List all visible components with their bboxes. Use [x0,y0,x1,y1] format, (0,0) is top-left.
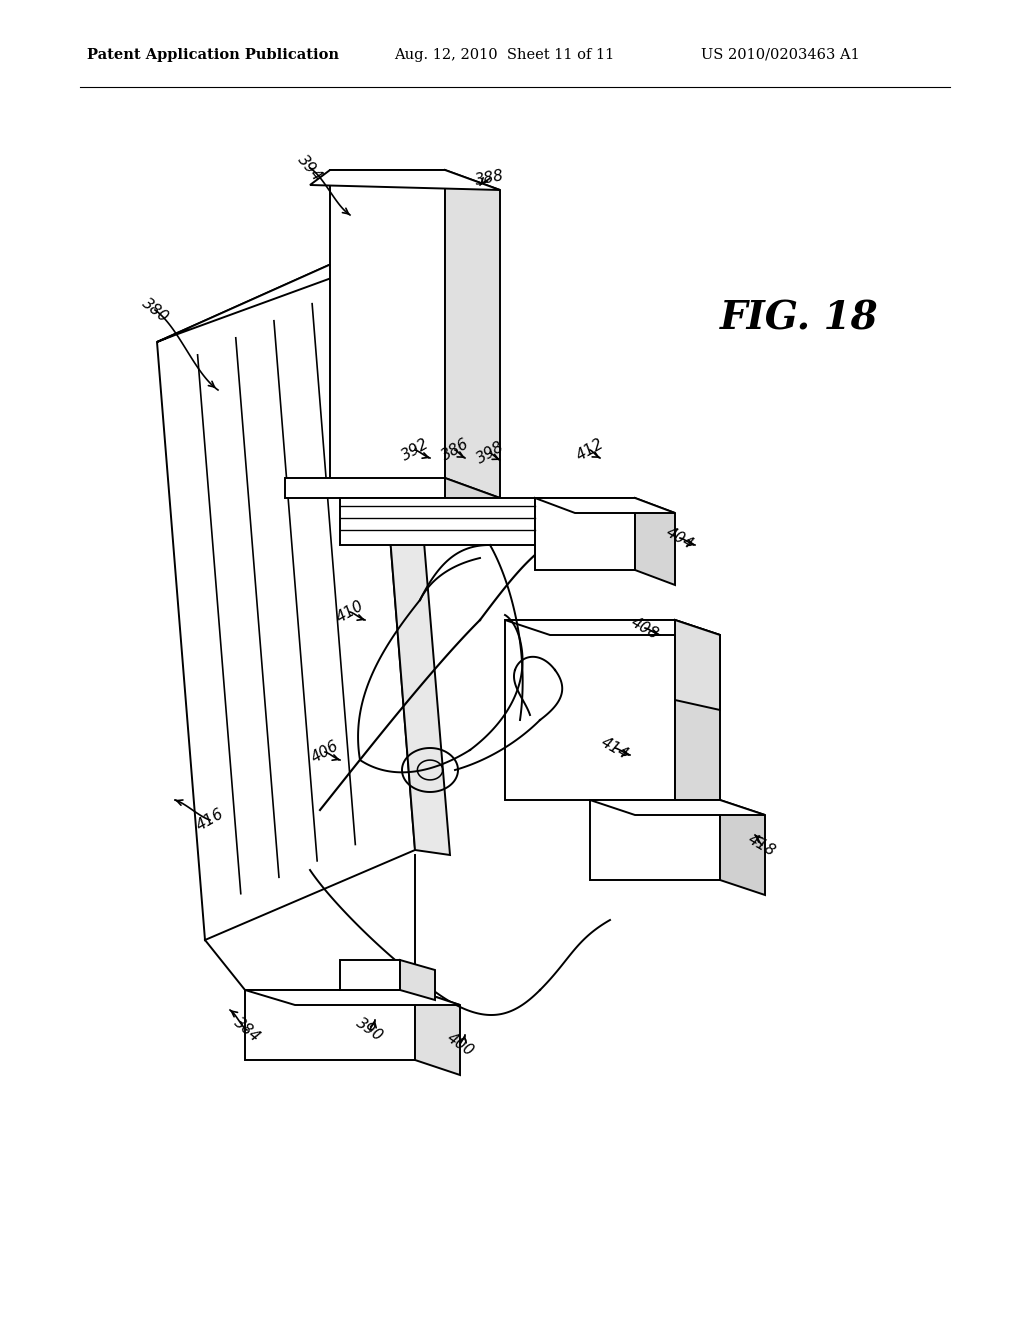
Polygon shape [505,620,720,635]
Polygon shape [720,800,765,895]
Text: 386: 386 [438,436,471,463]
Polygon shape [340,498,535,545]
Text: 414: 414 [599,734,632,762]
Text: FIG. 18: FIG. 18 [720,300,879,338]
Text: 398: 398 [473,440,507,467]
Text: Aug. 12, 2010  Sheet 11 of 11: Aug. 12, 2010 Sheet 11 of 11 [394,48,614,62]
Polygon shape [157,248,400,342]
Polygon shape [675,620,720,710]
Polygon shape [415,990,460,1074]
Polygon shape [445,170,500,500]
Text: 404: 404 [664,524,696,552]
Polygon shape [445,478,500,520]
Polygon shape [285,478,500,498]
Text: 410: 410 [334,598,367,626]
Polygon shape [340,960,400,990]
Text: 388: 388 [474,168,506,187]
Text: 408: 408 [629,614,662,642]
Text: 392: 392 [398,436,431,463]
Polygon shape [367,248,450,855]
Text: US 2010/0203463 A1: US 2010/0203463 A1 [701,48,860,62]
Text: 406: 406 [308,738,341,766]
Polygon shape [505,620,675,800]
Polygon shape [400,960,435,1001]
Text: Patent Application Publication: Patent Application Publication [87,48,339,62]
Polygon shape [245,990,460,1005]
Text: 394: 394 [295,152,326,183]
Polygon shape [535,498,580,562]
Text: 416: 416 [194,807,226,834]
Text: 390: 390 [353,1015,386,1044]
Polygon shape [590,800,720,880]
Text: 400: 400 [443,1031,476,1060]
Polygon shape [245,990,415,1060]
Text: 418: 418 [745,832,778,859]
Text: 412: 412 [573,436,606,463]
Polygon shape [330,170,445,480]
Polygon shape [535,498,675,513]
Text: 380: 380 [139,296,171,325]
Text: 384: 384 [231,1015,263,1045]
Polygon shape [590,800,765,814]
Polygon shape [675,620,720,814]
Polygon shape [157,248,415,940]
Polygon shape [535,498,635,570]
Polygon shape [635,498,675,585]
Polygon shape [310,170,500,190]
